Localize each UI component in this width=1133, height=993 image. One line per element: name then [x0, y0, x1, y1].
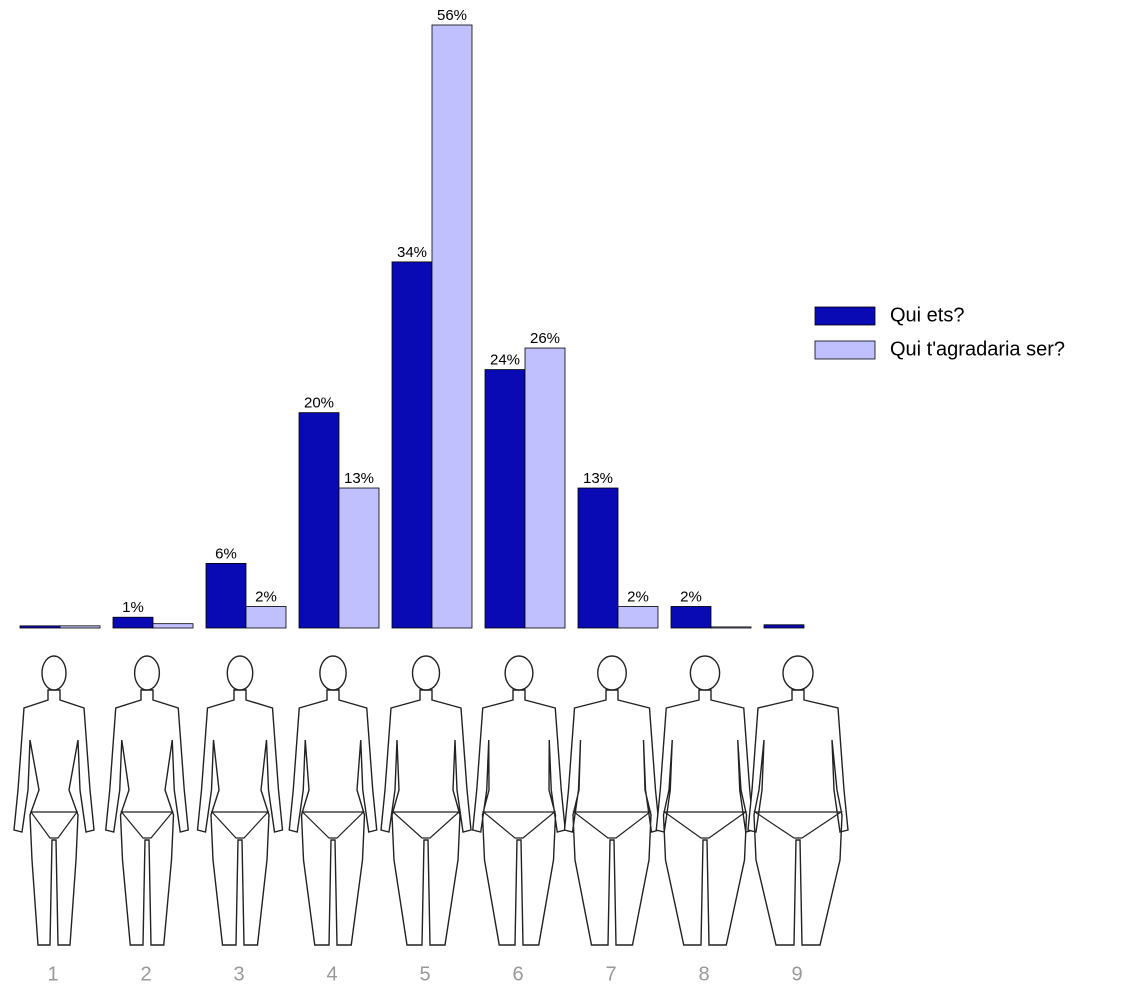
- data-label: 2%: [255, 588, 277, 605]
- bar: [153, 624, 193, 628]
- bar: [671, 606, 711, 628]
- bar: [578, 488, 618, 628]
- bar: [392, 262, 432, 628]
- body-head: [783, 656, 813, 690]
- body-outline: [381, 690, 471, 945]
- x-tick-label: 3: [233, 963, 244, 985]
- legend-swatch: [815, 307, 875, 325]
- bar: [711, 627, 751, 628]
- x-tick-label: 6: [512, 963, 523, 985]
- bar: [113, 617, 153, 628]
- x-tick-label: 1: [47, 963, 58, 985]
- body-head: [505, 656, 533, 690]
- bar: [246, 606, 286, 628]
- bar: [206, 563, 246, 628]
- body-head: [598, 656, 627, 690]
- x-tick-label: 8: [698, 963, 709, 985]
- data-label: 2%: [627, 588, 649, 605]
- bar: [764, 625, 804, 628]
- body-head: [227, 656, 253, 690]
- x-tick-label: 9: [791, 963, 802, 985]
- body-outline: [473, 690, 566, 945]
- data-label: 2%: [680, 588, 702, 605]
- data-label: 20%: [304, 395, 334, 412]
- bar: [525, 348, 565, 628]
- data-label: 26%: [530, 330, 560, 347]
- bar: [60, 626, 100, 628]
- data-label: 56%: [437, 7, 467, 24]
- page: 1% 6% 20% 34% 24% 13% 2% 2% 13% 56% 26% 2% 1 2 3 4 5 6 7 8 9…: [0, 0, 1133, 993]
- body-outline: [565, 690, 660, 945]
- body-head: [690, 656, 719, 690]
- x-tick-label: 5: [419, 963, 430, 985]
- body-head: [135, 656, 160, 690]
- data-label: 13%: [344, 470, 374, 487]
- bar: [432, 25, 472, 628]
- data-label: 13%: [583, 470, 613, 487]
- bar: [485, 370, 525, 628]
- data-label: 1%: [122, 599, 144, 616]
- data-label: 24%: [490, 352, 520, 369]
- bar: [299, 413, 339, 628]
- x-tick-label: 4: [326, 963, 337, 985]
- data-label: 34%: [397, 244, 427, 261]
- body-figures: [14, 656, 848, 945]
- chart: 1% 6% 20% 34% 24% 13% 2% 2% 13% 56% 26% 2% 1 2 3 4 5 6 7 8 9…: [0, 0, 1133, 988]
- legend-label: Qui ets?: [890, 304, 964, 326]
- body-outline: [106, 690, 189, 945]
- body-head: [413, 656, 440, 690]
- body-head: [42, 656, 66, 690]
- legend-swatch: [815, 341, 875, 359]
- body-outline: [198, 690, 283, 945]
- legend-label: Qui t'agradaria ser?: [890, 338, 1065, 360]
- bar: [20, 626, 60, 628]
- bar: [339, 488, 379, 628]
- body-outline: [656, 690, 754, 945]
- bar: [618, 606, 658, 628]
- body-outline: [14, 690, 94, 945]
- body-outline: [289, 690, 377, 945]
- body-head: [320, 656, 346, 690]
- x-tick-label: 7: [605, 963, 616, 985]
- data-label: 6%: [215, 545, 237, 562]
- x-tick-label: 2: [140, 963, 151, 985]
